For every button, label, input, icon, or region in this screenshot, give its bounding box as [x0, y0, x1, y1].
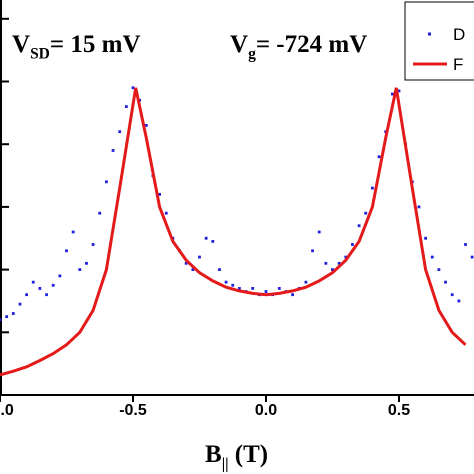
data-point [344, 255, 348, 259]
annotation-sub: SD [30, 45, 50, 62]
annotation-sub: g [248, 45, 256, 62]
x-tick-label: -0.5 [119, 402, 147, 419]
x-tick-label: 0.0 [255, 402, 277, 419]
data-point [78, 268, 82, 272]
data-point [377, 155, 381, 159]
data-point [450, 293, 454, 297]
data-point [224, 280, 228, 284]
data-point [85, 261, 88, 265]
data-point [158, 192, 161, 196]
data-point [45, 293, 48, 297]
data-point [251, 287, 255, 290]
data-point [364, 211, 368, 215]
data-point [238, 287, 241, 290]
data-point [0, 318, 2, 322]
annotation: Vg= -724 mV [230, 31, 367, 62]
annotation-main: V [230, 31, 248, 58]
data-point [164, 211, 168, 215]
legend-label: F [453, 55, 463, 74]
x-axis-label-sub: || [222, 455, 229, 472]
annotation: VSD= 15 mV [12, 31, 141, 62]
data-point [144, 123, 148, 127]
annotation-main: V [12, 31, 30, 58]
x-axis-label-main: B [205, 441, 222, 468]
data-point [105, 180, 108, 184]
data-point [65, 249, 68, 253]
data-point [444, 280, 447, 284]
data-point [291, 293, 294, 297]
data-point [357, 224, 361, 228]
data-point [231, 283, 235, 287]
data-point [470, 255, 474, 259]
legend-box [404, 1, 474, 81]
data-point [457, 299, 461, 303]
data-point [277, 287, 281, 290]
data-point [430, 255, 434, 259]
data-point [397, 89, 401, 93]
data-point [31, 280, 35, 284]
data-point [11, 312, 15, 315]
data-point [131, 86, 135, 90]
x-tick-label: -1.0 [0, 402, 14, 419]
data-point [218, 268, 221, 272]
data-point [464, 243, 467, 246]
data-point [91, 243, 95, 246]
data-point [331, 268, 334, 272]
data-point [211, 239, 215, 243]
data-point [184, 261, 188, 265]
data-point [264, 290, 268, 293]
data-point [124, 105, 128, 108]
data-point [371, 186, 374, 190]
data-point [304, 280, 308, 284]
annotation-rest: = 15 mV [50, 31, 141, 58]
data-point [38, 287, 42, 290]
x-axis-label: B|| (T) [205, 441, 268, 472]
data-point [118, 130, 122, 134]
data-point [351, 243, 354, 246]
data-point [337, 261, 341, 265]
data-point [417, 205, 421, 209]
data-point [437, 268, 441, 272]
data-point [98, 211, 102, 215]
data-point [25, 293, 28, 297]
data-point [198, 255, 201, 259]
data-point [204, 236, 208, 240]
x-axis-label-rest: (T) [229, 441, 269, 468]
data-point [18, 302, 22, 306]
fit-line [0, 87, 467, 377]
data-point [311, 249, 314, 253]
data-point [5, 315, 9, 319]
data-point [111, 149, 115, 152]
data-point [191, 268, 195, 272]
data-point [424, 236, 427, 240]
data-point [324, 261, 328, 265]
x-tick-label: 0.5 [388, 402, 410, 419]
annotation-rest: = -724 mV [256, 31, 367, 58]
data-point [58, 274, 62, 278]
data-point [390, 92, 394, 96]
legend-swatch [428, 32, 431, 36]
legend-label: D [453, 25, 465, 44]
data-point [51, 283, 55, 287]
data-point [317, 230, 321, 234]
data-point [71, 230, 75, 234]
